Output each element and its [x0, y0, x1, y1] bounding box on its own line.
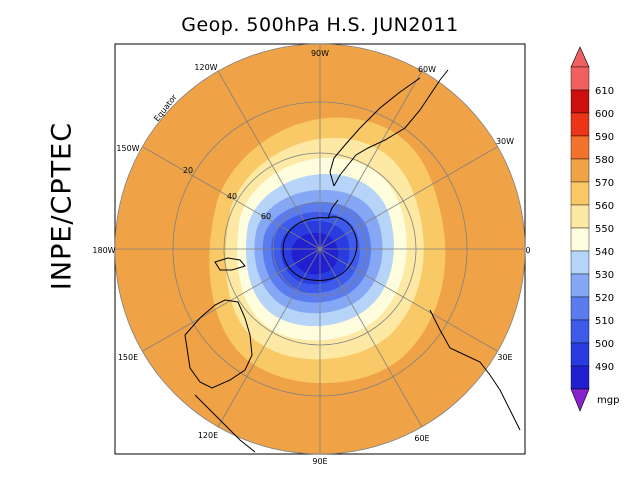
colorbar-under-arrow: [570, 388, 590, 412]
africa-coast: [429, 309, 521, 431]
colorbar-label-560: 560: [595, 201, 614, 212]
lon-label-30e: 30E: [497, 353, 512, 362]
colorbar-segment: [570, 250, 590, 275]
latitude-labels: 20 40 60: [183, 166, 271, 221]
lon-label-30w: 30W: [496, 137, 514, 146]
colorbar-label-610: 610: [595, 86, 614, 97]
lon-label-150e: 150E: [118, 353, 138, 362]
colorbar-segment: [570, 227, 590, 252]
lon-label-90e: 90E: [312, 457, 327, 466]
colorbar-segment: [570, 204, 590, 229]
colorbar-segment: [570, 89, 590, 114]
coastlines: [184, 69, 521, 453]
colorbar-segment: [570, 296, 590, 321]
colorbar-over-arrow: [570, 46, 590, 68]
colorbar-label-540: 540: [595, 247, 614, 258]
colorbar-label-500: 500: [595, 339, 614, 350]
lon-label-60w: 60W: [418, 65, 436, 74]
colorbar-segment: [570, 319, 590, 344]
lat-label-20: 20: [183, 166, 193, 175]
antarctic-peninsula: [327, 199, 339, 219]
map-title: Geop. 500hPa H.S. JUN2011: [181, 14, 459, 36]
south-america-west-coast: [329, 77, 421, 187]
south-america-coast: [333, 69, 449, 187]
colorbar-label-510: 510: [595, 316, 614, 327]
colorbar-label-530: 530: [595, 270, 614, 281]
longitude-labels: 90W 60W 30W 0 30E 60E 90E 120E 150E 180W 150W 120W: [92, 49, 530, 466]
colorbar-label-490: 490: [595, 362, 614, 373]
contour-500: [291, 232, 339, 275]
colorbar-segment: [570, 342, 590, 367]
lon-label-150w: 150W: [116, 144, 139, 153]
colorbar-label-550: 550: [595, 224, 614, 235]
colorbar-segment: [570, 365, 590, 390]
lat-label-60: 60: [261, 212, 271, 221]
colorbar-label-570: 570: [595, 178, 614, 189]
lon-label-120e: 120E: [198, 431, 218, 440]
colorbar-label-520: 520: [595, 293, 614, 304]
lon-label-0: 0: [525, 246, 530, 255]
colorbar-segment: [570, 135, 590, 160]
colorbar-label-580: 580: [595, 155, 614, 166]
lon-label-60e: 60E: [414, 434, 429, 443]
colorbar-segment: [570, 112, 590, 137]
longitude-lines: [115, 44, 525, 454]
colorbar-label-600: 600: [595, 109, 614, 120]
colorbar-unit: mgp: [597, 395, 619, 406]
lon-label-90w: 90W: [311, 49, 329, 58]
colorbar-segment: [570, 273, 590, 298]
lon-label-120w: 120W: [194, 63, 217, 72]
asia-coast: [194, 394, 256, 453]
colorbar-segment: [570, 66, 590, 91]
lat-label-40: 40: [227, 192, 237, 201]
colorbar: 490 500 510 520 530 540 550 560 570 580 590 600 610 m…: [570, 46, 619, 412]
lon-label-180w: 180W: [92, 246, 115, 255]
australia-coast: [184, 299, 253, 389]
new-zealand-coast: [214, 257, 246, 271]
colorbar-segment: [570, 181, 590, 206]
colorbar-segment: [570, 158, 590, 183]
colorbar-label-590: 590: [595, 132, 614, 143]
